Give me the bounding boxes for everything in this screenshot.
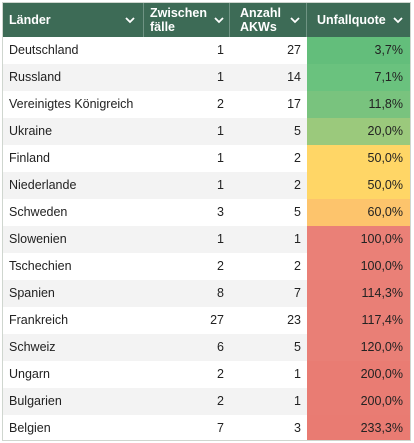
header-anzahl-akws-line1: Anzahl — [240, 6, 281, 20]
cell-unfallquote: 3,7% — [307, 37, 410, 64]
cell-land: Schweden — [9, 205, 68, 219]
cell-anzahl-akws: 17 — [287, 97, 301, 111]
cell-zwischenfaelle: 1 — [217, 178, 224, 192]
table-row: Schweiz 6 5 120,0% — [3, 334, 410, 361]
cell-unfallquote: 200,0% — [307, 361, 410, 388]
cell-unfallquote: 117,4% — [307, 307, 410, 334]
cell-land: Belgien — [9, 421, 51, 435]
table-row: Tschechien 2 2 100,0% — [3, 253, 410, 280]
header-unfallquote[interactable]: Unfallquote — [307, 3, 410, 37]
cell-zwischenfaelle: 2 — [217, 259, 224, 273]
cell-zwischenfaelle: 1 — [217, 70, 224, 84]
header-unfallquote-label: Unfallquote — [317, 13, 386, 27]
header-laender-label: Länder — [9, 13, 51, 27]
table-body: Deutschland 1 27 3,7% Russland 1 14 7,1% Vereini… — [3, 37, 410, 440]
table-row: Belgien 7 3 233,3% — [3, 415, 410, 440]
cell-anzahl-akws: 1 — [294, 367, 301, 381]
table-row: Ukraine 1 5 20,0% — [3, 118, 410, 145]
chevron-down-icon[interactable] — [212, 13, 226, 27]
header-zwischenfaelle-line2: fälle — [150, 20, 176, 34]
cell-unfallquote: 50,0% — [307, 172, 410, 199]
header-anzahl-akws-line2: AKWs — [240, 20, 277, 34]
cell-land: Bulgarien — [9, 394, 62, 408]
cell-land: Niederlande — [9, 178, 77, 192]
table-row: Vereinigtes Königreich 2 17 11,8% — [3, 91, 410, 118]
table-row: Deutschland 1 27 3,7% — [3, 37, 410, 64]
cell-anzahl-akws: 14 — [287, 70, 301, 84]
header-zwischenfaelle-line1: Zwischen — [150, 6, 207, 20]
table-row: Spanien 8 7 114,3% — [3, 280, 410, 307]
cell-zwischenfaelle: 1 — [217, 232, 224, 246]
cell-anzahl-akws: 2 — [294, 259, 301, 273]
cell-zwischenfaelle: 1 — [217, 151, 224, 165]
cell-land: Vereinigtes Königreich — [9, 97, 134, 111]
cell-zwischenfaelle: 3 — [217, 205, 224, 219]
cell-land: Finland — [9, 151, 50, 165]
chevron-down-icon[interactable] — [391, 13, 405, 27]
cell-zwischenfaelle: 7 — [217, 421, 224, 435]
cell-unfallquote: 20,0% — [307, 118, 410, 145]
cell-land: Ukraine — [9, 124, 53, 138]
cell-unfallquote: 233,3% — [307, 415, 410, 440]
table-row: Ungarn 2 1 200,0% — [3, 361, 410, 388]
table-row: Niederlande 1 2 50,0% — [3, 172, 410, 199]
table-row: Schweden 3 5 60,0% — [3, 199, 410, 226]
cell-zwischenfaelle: 27 — [210, 313, 224, 327]
cell-anzahl-akws: 5 — [294, 340, 301, 354]
table-row: Frankreich 27 23 117,4% — [3, 307, 410, 334]
cell-unfallquote: 120,0% — [307, 334, 410, 361]
cell-anzahl-akws: 1 — [294, 394, 301, 408]
header-anzahl-akws[interactable]: Anzahl AKWs — [230, 3, 307, 37]
cell-land: Schweiz — [9, 340, 56, 354]
cell-anzahl-akws: 3 — [294, 421, 301, 435]
cell-unfallquote: 11,8% — [307, 91, 410, 118]
cell-zwischenfaelle: 2 — [217, 367, 224, 381]
cell-land: Spanien — [9, 286, 55, 300]
table-row: Bulgarien 2 1 200,0% — [3, 388, 410, 415]
cell-unfallquote: 100,0% — [307, 226, 410, 253]
chevron-down-icon[interactable] — [123, 13, 137, 27]
cell-unfallquote: 114,3% — [307, 280, 410, 307]
cell-anzahl-akws: 2 — [294, 178, 301, 192]
data-table: Länder Zwischen fälle Anzahl AKWs Unfall… — [2, 2, 411, 441]
cell-unfallquote: 60,0% — [307, 199, 410, 226]
cell-zwischenfaelle: 8 — [217, 286, 224, 300]
table-row: Russland 1 14 7,1% — [3, 64, 410, 91]
cell-anzahl-akws: 1 — [294, 232, 301, 246]
chevron-down-icon[interactable] — [288, 13, 302, 27]
cell-anzahl-akws: 5 — [294, 205, 301, 219]
cell-anzahl-akws: 23 — [287, 313, 301, 327]
cell-zwischenfaelle: 6 — [217, 340, 224, 354]
cell-zwischenfaelle: 2 — [217, 394, 224, 408]
table-header: Länder Zwischen fälle Anzahl AKWs Unfall… — [3, 3, 410, 37]
cell-anzahl-akws: 7 — [294, 286, 301, 300]
cell-anzahl-akws: 5 — [294, 124, 301, 138]
cell-unfallquote: 200,0% — [307, 388, 410, 415]
cell-unfallquote: 7,1% — [307, 64, 410, 91]
cell-unfallquote: 50,0% — [307, 145, 410, 172]
cell-land: Deutschland — [9, 43, 79, 57]
cell-land: Slowenien — [9, 232, 67, 246]
header-zwischenfaelle[interactable]: Zwischen fälle — [144, 3, 230, 37]
cell-anzahl-akws: 2 — [294, 151, 301, 165]
cell-land: Russland — [9, 70, 62, 84]
table-row: Finland 1 2 50,0% — [3, 145, 410, 172]
cell-zwischenfaelle: 1 — [217, 43, 224, 57]
cell-land: Ungarn — [9, 367, 50, 381]
cell-zwischenfaelle: 1 — [217, 124, 224, 138]
cell-unfallquote: 100,0% — [307, 253, 410, 280]
table-row: Slowenien 1 1 100,0% — [3, 226, 410, 253]
cell-zwischenfaelle: 2 — [217, 97, 224, 111]
cell-anzahl-akws: 27 — [287, 43, 301, 57]
cell-land: Tschechien — [9, 259, 72, 273]
cell-land: Frankreich — [9, 313, 69, 327]
header-laender[interactable]: Länder — [3, 3, 144, 37]
